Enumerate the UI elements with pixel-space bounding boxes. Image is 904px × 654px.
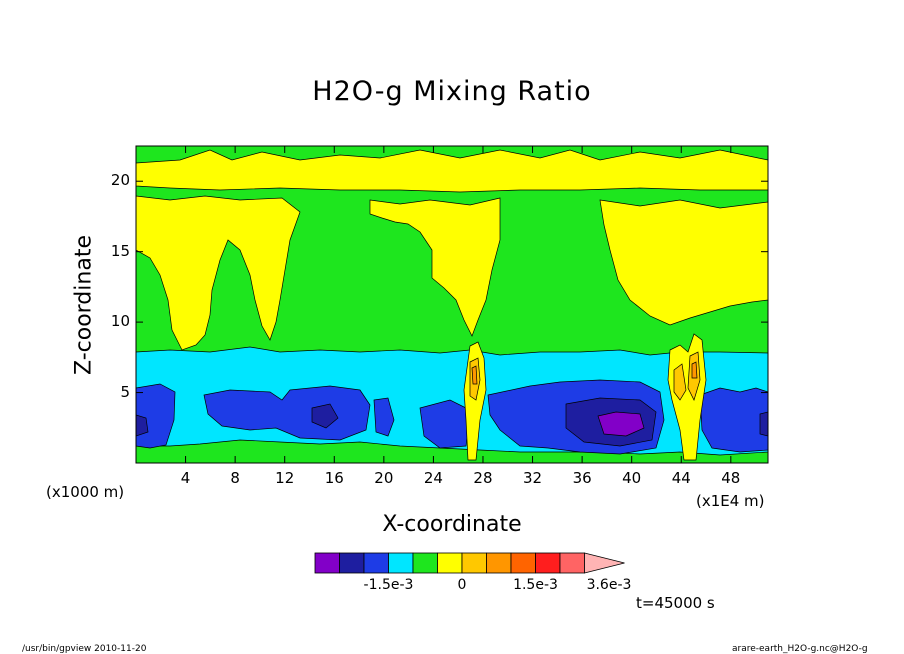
x-tick-label: 28	[473, 469, 493, 487]
colorbar-swatch	[559, 552, 585, 574]
x-unit-left: (x1000 m)	[46, 483, 125, 501]
x-tick-label: 36	[572, 469, 592, 487]
x-tick-label: 24	[423, 469, 443, 487]
y-tick-label: 15	[110, 241, 130, 260]
field-blue-6	[699, 387, 768, 453]
y-tick-marks	[136, 180, 768, 394]
y-axis-label: Z-coordinate	[71, 235, 97, 375]
x-tick-label: 12	[275, 469, 295, 487]
colorbar-label: -1.5e-3	[363, 577, 414, 593]
field-plume-yellow-1	[463, 341, 487, 461]
field-yellow-left	[136, 195, 301, 351]
colorbar-swatch	[461, 552, 487, 574]
colorbar-swatch	[388, 552, 414, 574]
field-purple	[597, 411, 645, 437]
x-tick-label: 20	[374, 469, 394, 487]
plot-frame	[135, 145, 769, 464]
field-navy-2	[311, 403, 339, 429]
y-tick-label: 5	[120, 382, 130, 401]
colorbar-swatch	[339, 552, 365, 574]
field-yellow-mid	[369, 197, 501, 337]
x-tick-label: 8	[230, 469, 240, 487]
x-tick-label: 4	[180, 469, 191, 487]
time-label: t=45000 s	[636, 594, 715, 612]
colorbar	[314, 552, 625, 574]
field-plume-orange-2	[673, 363, 687, 401]
field-blue-4	[419, 399, 471, 449]
colorbar-swatch	[437, 552, 463, 574]
footer-right: arare-earth_H2O-g.nc@H2O-g	[732, 644, 868, 654]
field-plume-deep-2	[691, 361, 698, 379]
y-tick-label: 20	[110, 171, 130, 190]
colorbar-label: 3.6e-3	[586, 577, 632, 593]
field-navy-1	[136, 414, 149, 437]
field-blue-3	[373, 397, 395, 437]
colorbar-swatch	[412, 552, 438, 574]
colorbar-swatch	[510, 552, 536, 574]
colorbar-swatch	[535, 552, 561, 574]
colorbar-label: 1.5e-3	[513, 577, 558, 593]
x-tick-label: 16	[324, 469, 344, 487]
field-plume-deep-1	[471, 365, 478, 385]
x-tick-label: 40	[622, 469, 642, 487]
colorbar-label: 0	[457, 577, 467, 593]
contour-field	[136, 146, 768, 463]
y-tick-label: 10	[110, 312, 130, 331]
footer-left: /usr/bin/gpview 2010-11-20	[22, 644, 147, 654]
x-unit-right: (x1E4 m)	[696, 492, 765, 510]
x-tick-label: 48	[721, 469, 741, 487]
colorbar-arrow	[584, 552, 625, 574]
field-navy-4	[759, 411, 768, 437]
x-tick-marks	[185, 146, 732, 463]
field-blue-2	[203, 385, 371, 441]
x-tick-label: 44	[671, 469, 691, 487]
field-yellow-right	[599, 199, 768, 326]
x-axis-label: X-coordinate	[382, 512, 522, 537]
x-tick-label: 32	[523, 469, 543, 487]
colorbar-swatch	[486, 552, 512, 574]
field-yellow-top	[136, 149, 768, 193]
colorbar-swatch	[314, 552, 340, 574]
colorbar-swatch	[363, 552, 389, 574]
chart-title: H2O-g Mixing Ratio	[312, 76, 592, 107]
